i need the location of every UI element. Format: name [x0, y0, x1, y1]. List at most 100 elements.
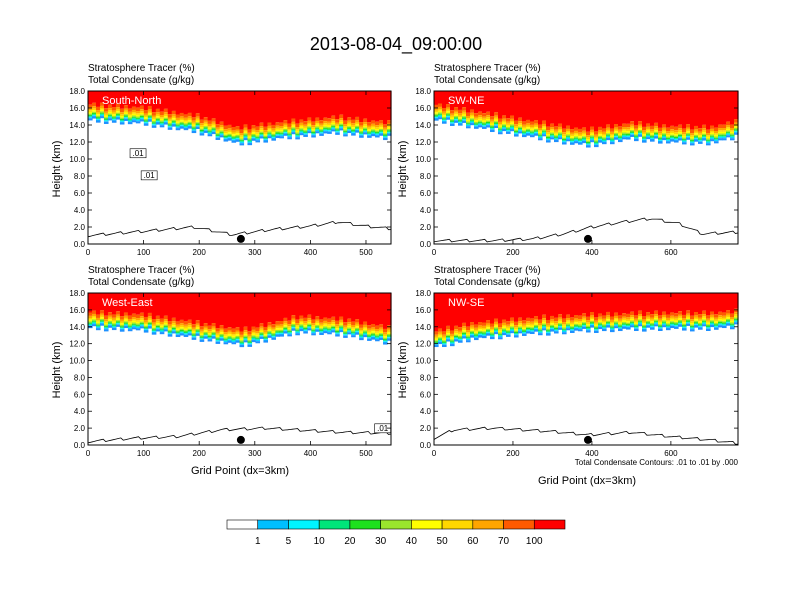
- tracer-band-cell: [610, 137, 615, 139]
- tracer-band-cell: [730, 320, 735, 323]
- tracer-band-cell: [207, 333, 213, 335]
- tracer-band-cell: [490, 334, 495, 336]
- tracer-band-cell: [271, 137, 276, 139]
- tracer-band-cell: [674, 325, 679, 327]
- tracer-band-cell: [538, 138, 543, 141]
- tracer-band-cell: [147, 118, 153, 120]
- tracer-band-cell: [686, 319, 691, 321]
- tracer-band-cell: [646, 324, 651, 326]
- tracer-band-cell: [91, 114, 97, 116]
- tracer-band-cell: [594, 322, 599, 325]
- tracer-band-cell: [207, 132, 213, 134]
- tracer-band-cell: [283, 329, 288, 331]
- tracer-band-cell: [375, 130, 380, 132]
- tracer-band-cell: [446, 116, 451, 117]
- tracer-band-cell: [674, 132, 679, 135]
- tracer-band-cell: [211, 128, 217, 130]
- tracer-band-cell: [442, 120, 447, 121]
- tracer-band-cell: [662, 324, 667, 326]
- tracer-band-cell: [187, 116, 193, 119]
- tracer-band-cell: [522, 325, 527, 328]
- tracer-band-cell: [103, 108, 109, 112]
- tracer-band-cell: [251, 336, 257, 338]
- tracer-band-cell: [111, 107, 117, 111]
- tracer-band-cell: [263, 140, 269, 143]
- tracer-band-cell: [327, 127, 332, 129]
- tracer-band-cell: [195, 116, 201, 119]
- tracer-band-cell: [211, 131, 217, 135]
- tracer-band-cell: [335, 129, 340, 131]
- tracer-band-cell: [726, 121, 731, 126]
- tracer-band-cell: [614, 319, 619, 322]
- tracer-band-cell: [199, 339, 205, 342]
- tracer-band-cell: [255, 336, 261, 338]
- tracer-band-cell: [702, 320, 707, 322]
- tracer-band-cell: [187, 325, 193, 328]
- tracer-band-cell: [251, 332, 257, 334]
- tracer-band-cell: [682, 132, 687, 135]
- tracer-band-cell: [351, 132, 356, 134]
- tracer-band-cell: [319, 332, 324, 336]
- tracer-band-cell: [367, 338, 372, 341]
- tracer-band-cell: [283, 127, 288, 129]
- tracer-band-cell: [546, 328, 551, 331]
- tracer-band-cell: [570, 330, 575, 331]
- tracer-band-cell: [331, 126, 336, 128]
- tracer-band-cell: [183, 124, 189, 126]
- tracer-band-cell: [442, 108, 447, 112]
- tracer-band-cell: [343, 132, 348, 134]
- tracer-band-cell: [566, 321, 571, 324]
- tracer-band-cell: [243, 293, 249, 327]
- tracer-band-cell: [630, 323, 635, 325]
- tracer-band-cell: [199, 131, 205, 132]
- tracer-band-cell: [706, 135, 711, 137]
- tracer-band-cell: [578, 141, 583, 142]
- tracer-band-cell: [446, 337, 451, 338]
- tracer-band-cell: [694, 317, 699, 320]
- tracer-band-cell: [714, 323, 719, 325]
- tracer-band-cell: [590, 129, 595, 133]
- tracer-band-cell: [550, 319, 555, 322]
- tracer-band-cell: [726, 135, 731, 138]
- tracer-band-cell: [155, 120, 161, 121]
- tracer-band-cell: [626, 137, 631, 140]
- tracer-band-cell: [155, 324, 161, 326]
- colorbar-swatch: [380, 519, 412, 530]
- tracer-band-cell: [119, 119, 125, 121]
- tracer-band-cell: [259, 126, 265, 129]
- tracer-band-cell: [522, 128, 527, 131]
- tracer-band-cell: [375, 91, 380, 122]
- tracer-band-cell: [698, 326, 703, 327]
- tracer-band-cell: [438, 103, 443, 107]
- tracer-band-cell: [530, 330, 535, 332]
- tracer-band-cell: [191, 337, 197, 338]
- tracer-band-cell: [506, 121, 511, 124]
- y-tick-label: 6.0: [74, 189, 86, 198]
- tracer-band-cell: [219, 125, 225, 128]
- tracer-band-cell: [211, 129, 217, 131]
- tracer-band-cell: [530, 128, 535, 131]
- tracer-band-cell: [518, 329, 523, 331]
- tracer-band-cell: [195, 331, 201, 333]
- tracer-band-cell: [315, 124, 320, 127]
- tracer-band-cell: [343, 334, 348, 336]
- tracer-band-cell: [379, 132, 384, 134]
- tracer-band-cell: [638, 293, 643, 311]
- tracer-band-cell: [654, 134, 659, 135]
- tracer-band-cell: [530, 132, 535, 134]
- tracer-band-cell: [526, 132, 531, 133]
- tracer-band-cell: [542, 321, 547, 324]
- tracer-band-cell: [502, 329, 507, 331]
- tracer-band-cell: [183, 321, 189, 325]
- tracer-band-cell: [678, 322, 683, 324]
- tracer-band-cell: [450, 333, 455, 337]
- tracer-band-cell: [171, 123, 177, 125]
- tracer-band-cell: [694, 319, 699, 321]
- tracer-band-cell: [574, 130, 579, 134]
- tracer-band-cell: [239, 136, 245, 139]
- tracer-band-cell: [199, 329, 205, 332]
- tracer-band-cell: [530, 134, 535, 136]
- tracer-band-cell: [494, 327, 499, 329]
- tracer-band-cell: [323, 117, 328, 122]
- tracer-band-cell: [147, 116, 153, 118]
